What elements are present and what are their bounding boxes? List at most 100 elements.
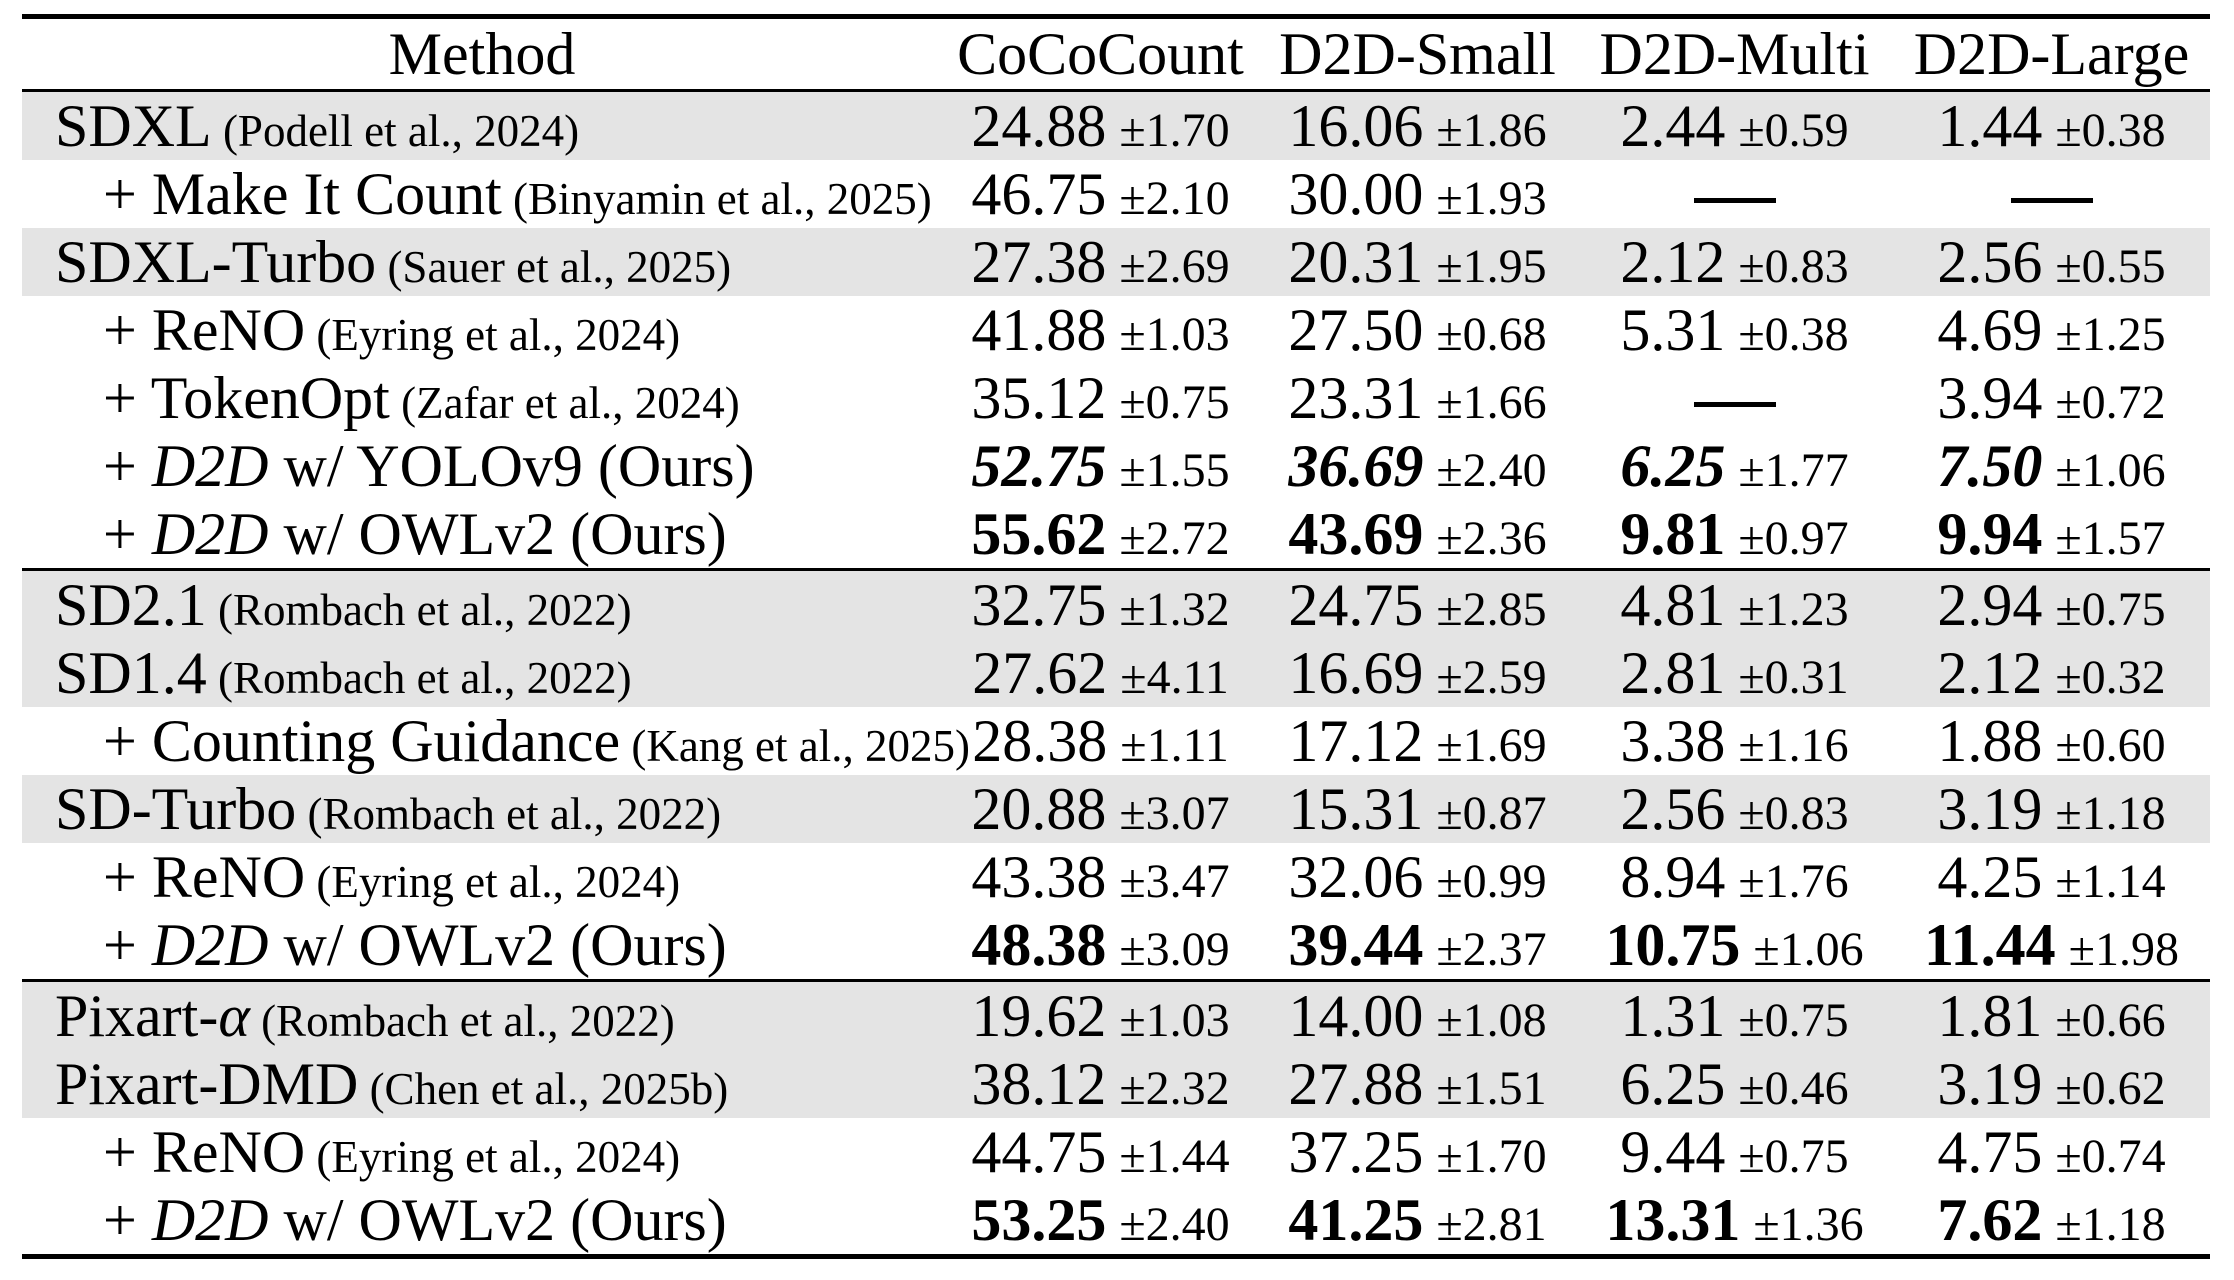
score-stddev: ±1.06 xyxy=(2055,444,2166,497)
missing-value-dash xyxy=(1693,401,1776,407)
score-value: 43.69 xyxy=(1288,501,1424,567)
table-row: SD-Turbo (Rombach et al., 2022) 20.88 ±3.0… xyxy=(22,775,2210,843)
column-header-d2d-multi: D2D-Multi xyxy=(1576,16,1893,92)
value-cell: 23.31 ±1.66 xyxy=(1259,364,1576,432)
score-value: 39.44 xyxy=(1288,912,1424,978)
score-stddev: ±1.36 xyxy=(1753,1198,1864,1251)
score-value: 20.88 xyxy=(971,776,1107,842)
value-cell: 9.81 ±0.97 xyxy=(1576,500,1893,570)
value-cell: 10.75 ±1.06 xyxy=(1576,911,1893,981)
column-header-d2d-large: D2D-Large xyxy=(1893,16,2210,92)
score-value: 32.75 xyxy=(971,572,1107,638)
score-stddev: ±1.03 xyxy=(1119,994,1230,1047)
score-value: 2.81 xyxy=(1620,640,1726,706)
citation: (Rombach et al., 2022) xyxy=(206,653,632,703)
score-value: 8.94 xyxy=(1620,844,1726,910)
score-value: 27.50 xyxy=(1288,297,1424,363)
table-row: + ReNO (Eyring et al., 2024) 44.75 ±1.44 37… xyxy=(22,1118,2210,1186)
score-value: 4.81 xyxy=(1620,572,1726,638)
value-cell: 1.44 ±0.38 xyxy=(1893,90,2210,160)
score-stddev: ±3.07 xyxy=(1119,787,1230,840)
value-cell: 8.94 ±1.76 xyxy=(1576,843,1893,911)
score-stddev: ±0.83 xyxy=(1738,240,1849,293)
score-stddev: ±1.25 xyxy=(2055,308,2166,361)
score-value: 9.44 xyxy=(1620,1119,1726,1185)
table-row: Pixart-DMD (Chen et al., 2025b) 38.12 ±2.3… xyxy=(22,1050,2210,1118)
score-stddev: ±0.66 xyxy=(2055,994,2166,1047)
score-stddev: ±0.75 xyxy=(1738,1130,1849,1183)
score-stddev: ±0.59 xyxy=(1738,104,1849,157)
method-cell: + D2D w/ OWLv2 (Ours) xyxy=(22,500,942,570)
score-stddev: ±0.46 xyxy=(1738,1062,1849,1115)
score-stddev: ±1.95 xyxy=(1436,240,1547,293)
method-cell: SDXL (Podell et al., 2024) xyxy=(22,90,942,160)
score-value: 2.56 xyxy=(1937,229,2043,295)
score-value: 1.44 xyxy=(1937,93,2043,159)
score-value: 2.56 xyxy=(1620,776,1726,842)
score-value: 2.12 xyxy=(1620,229,1726,295)
score-value: 11.44 xyxy=(1923,912,2056,978)
score-stddev: ±1.23 xyxy=(1738,583,1849,636)
method-cell: + D2D w/ OWLv2 (Ours) xyxy=(22,911,942,981)
method-cell: SD1.4 (Rombach et al., 2022) xyxy=(22,639,942,707)
score-value: 3.94 xyxy=(1937,365,2043,431)
value-cell: 2.44 ±0.59 xyxy=(1576,90,1893,160)
score-stddev: ±3.47 xyxy=(1119,855,1230,908)
score-stddev: ±2.36 xyxy=(1436,512,1547,565)
score-stddev: ±1.51 xyxy=(1436,1062,1547,1115)
score-value: 1.81 xyxy=(1937,983,2043,1049)
score-value: 6.25 xyxy=(1620,1051,1726,1117)
table-row: + D2D w/ OWLv2 (Ours) 55.62 ±2.72 43.69 ±2.3… xyxy=(22,500,2210,570)
score-value: 41.88 xyxy=(971,297,1107,363)
score-value: 46.75 xyxy=(971,161,1107,227)
citation: (Binyamin et al., 2025) xyxy=(501,174,932,224)
method-name: SD1.4 xyxy=(55,640,207,706)
citation: (Rombach et al., 2022) xyxy=(249,996,675,1046)
table-row: + D2D w/ OWLv2 (Ours) 48.38 ±3.09 39.44 ±2.3… xyxy=(22,911,2210,981)
score-stddev: ±1.55 xyxy=(1119,444,1230,497)
value-cell: 27.38 ±2.69 xyxy=(942,228,1259,296)
value-cell: 16.06 ±1.86 xyxy=(1259,90,1576,160)
score-stddev: ±1.08 xyxy=(1436,994,1547,1047)
method-name: Pixart-DMD xyxy=(55,1051,359,1117)
table-row: Pixart-α (Rombach et al., 2022) 19.62 ±1.0… xyxy=(22,979,2210,1050)
value-cell: 24.75 ±2.85 xyxy=(1259,568,1576,639)
score-value: 14.00 xyxy=(1288,983,1424,1049)
score-stddev: ±0.32 xyxy=(2055,651,2166,704)
score-stddev: ±1.03 xyxy=(1119,308,1230,361)
column-header-d2d-small: D2D-Small xyxy=(1259,16,1576,92)
value-cell xyxy=(1576,160,1893,228)
table-row: + ReNO (Eyring et al., 2024) 43.38 ±3.47 32… xyxy=(22,843,2210,911)
method-name: + TokenOpt xyxy=(103,365,390,431)
value-cell: 2.12 ±0.83 xyxy=(1576,228,1893,296)
value-cell: 2.56 ±0.55 xyxy=(1893,228,2210,296)
method-name: SD2.1 xyxy=(55,572,207,638)
method-name: w/ OWLv2 (Ours) xyxy=(268,501,727,567)
value-cell: 41.25 ±2.81 xyxy=(1259,1186,1576,1257)
value-cell: 32.75 ±1.32 xyxy=(942,568,1259,639)
score-stddev: ±1.98 xyxy=(2068,923,2180,976)
score-value: 9.94 xyxy=(1937,501,2043,567)
method-name: w/ YOLOv9 (Ours) xyxy=(268,433,755,499)
method-cell: SDXL-Turbo (Sauer et al., 2025) xyxy=(22,228,942,296)
results-table: Method CoCoCount D2D-Small D2D-Multi D2D… xyxy=(22,14,2210,1259)
score-value: 7.62 xyxy=(1937,1187,2043,1253)
value-cell: 43.69 ±2.36 xyxy=(1259,500,1576,570)
value-cell: 6.25 ±0.46 xyxy=(1576,1050,1893,1118)
value-cell: 48.38 ±3.09 xyxy=(942,911,1259,981)
citation: (Kang et al., 2025) xyxy=(620,721,970,771)
method-cell: + Make It Count (Binyamin et al., 2025) xyxy=(22,160,942,228)
score-value: 13.31 xyxy=(1605,1187,1741,1253)
score-stddev: ±2.85 xyxy=(1436,583,1547,636)
value-cell xyxy=(1576,364,1893,432)
method-cell: SD-Turbo (Rombach et al., 2022) xyxy=(22,775,942,843)
score-stddev: ±2.59 xyxy=(1436,651,1547,704)
value-cell xyxy=(1893,160,2210,228)
score-value: 3.19 xyxy=(1937,776,2043,842)
value-cell: 3.38 ±1.16 xyxy=(1576,707,1893,775)
citation: (Eyring et al., 2024) xyxy=(305,1132,681,1182)
value-cell: 4.25 ±1.14 xyxy=(1893,843,2210,911)
score-stddev: ±0.75 xyxy=(2055,583,2166,636)
table-header: Method CoCoCount D2D-Small D2D-Multi D2D… xyxy=(22,16,2210,92)
score-value: 27.88 xyxy=(1288,1051,1424,1117)
